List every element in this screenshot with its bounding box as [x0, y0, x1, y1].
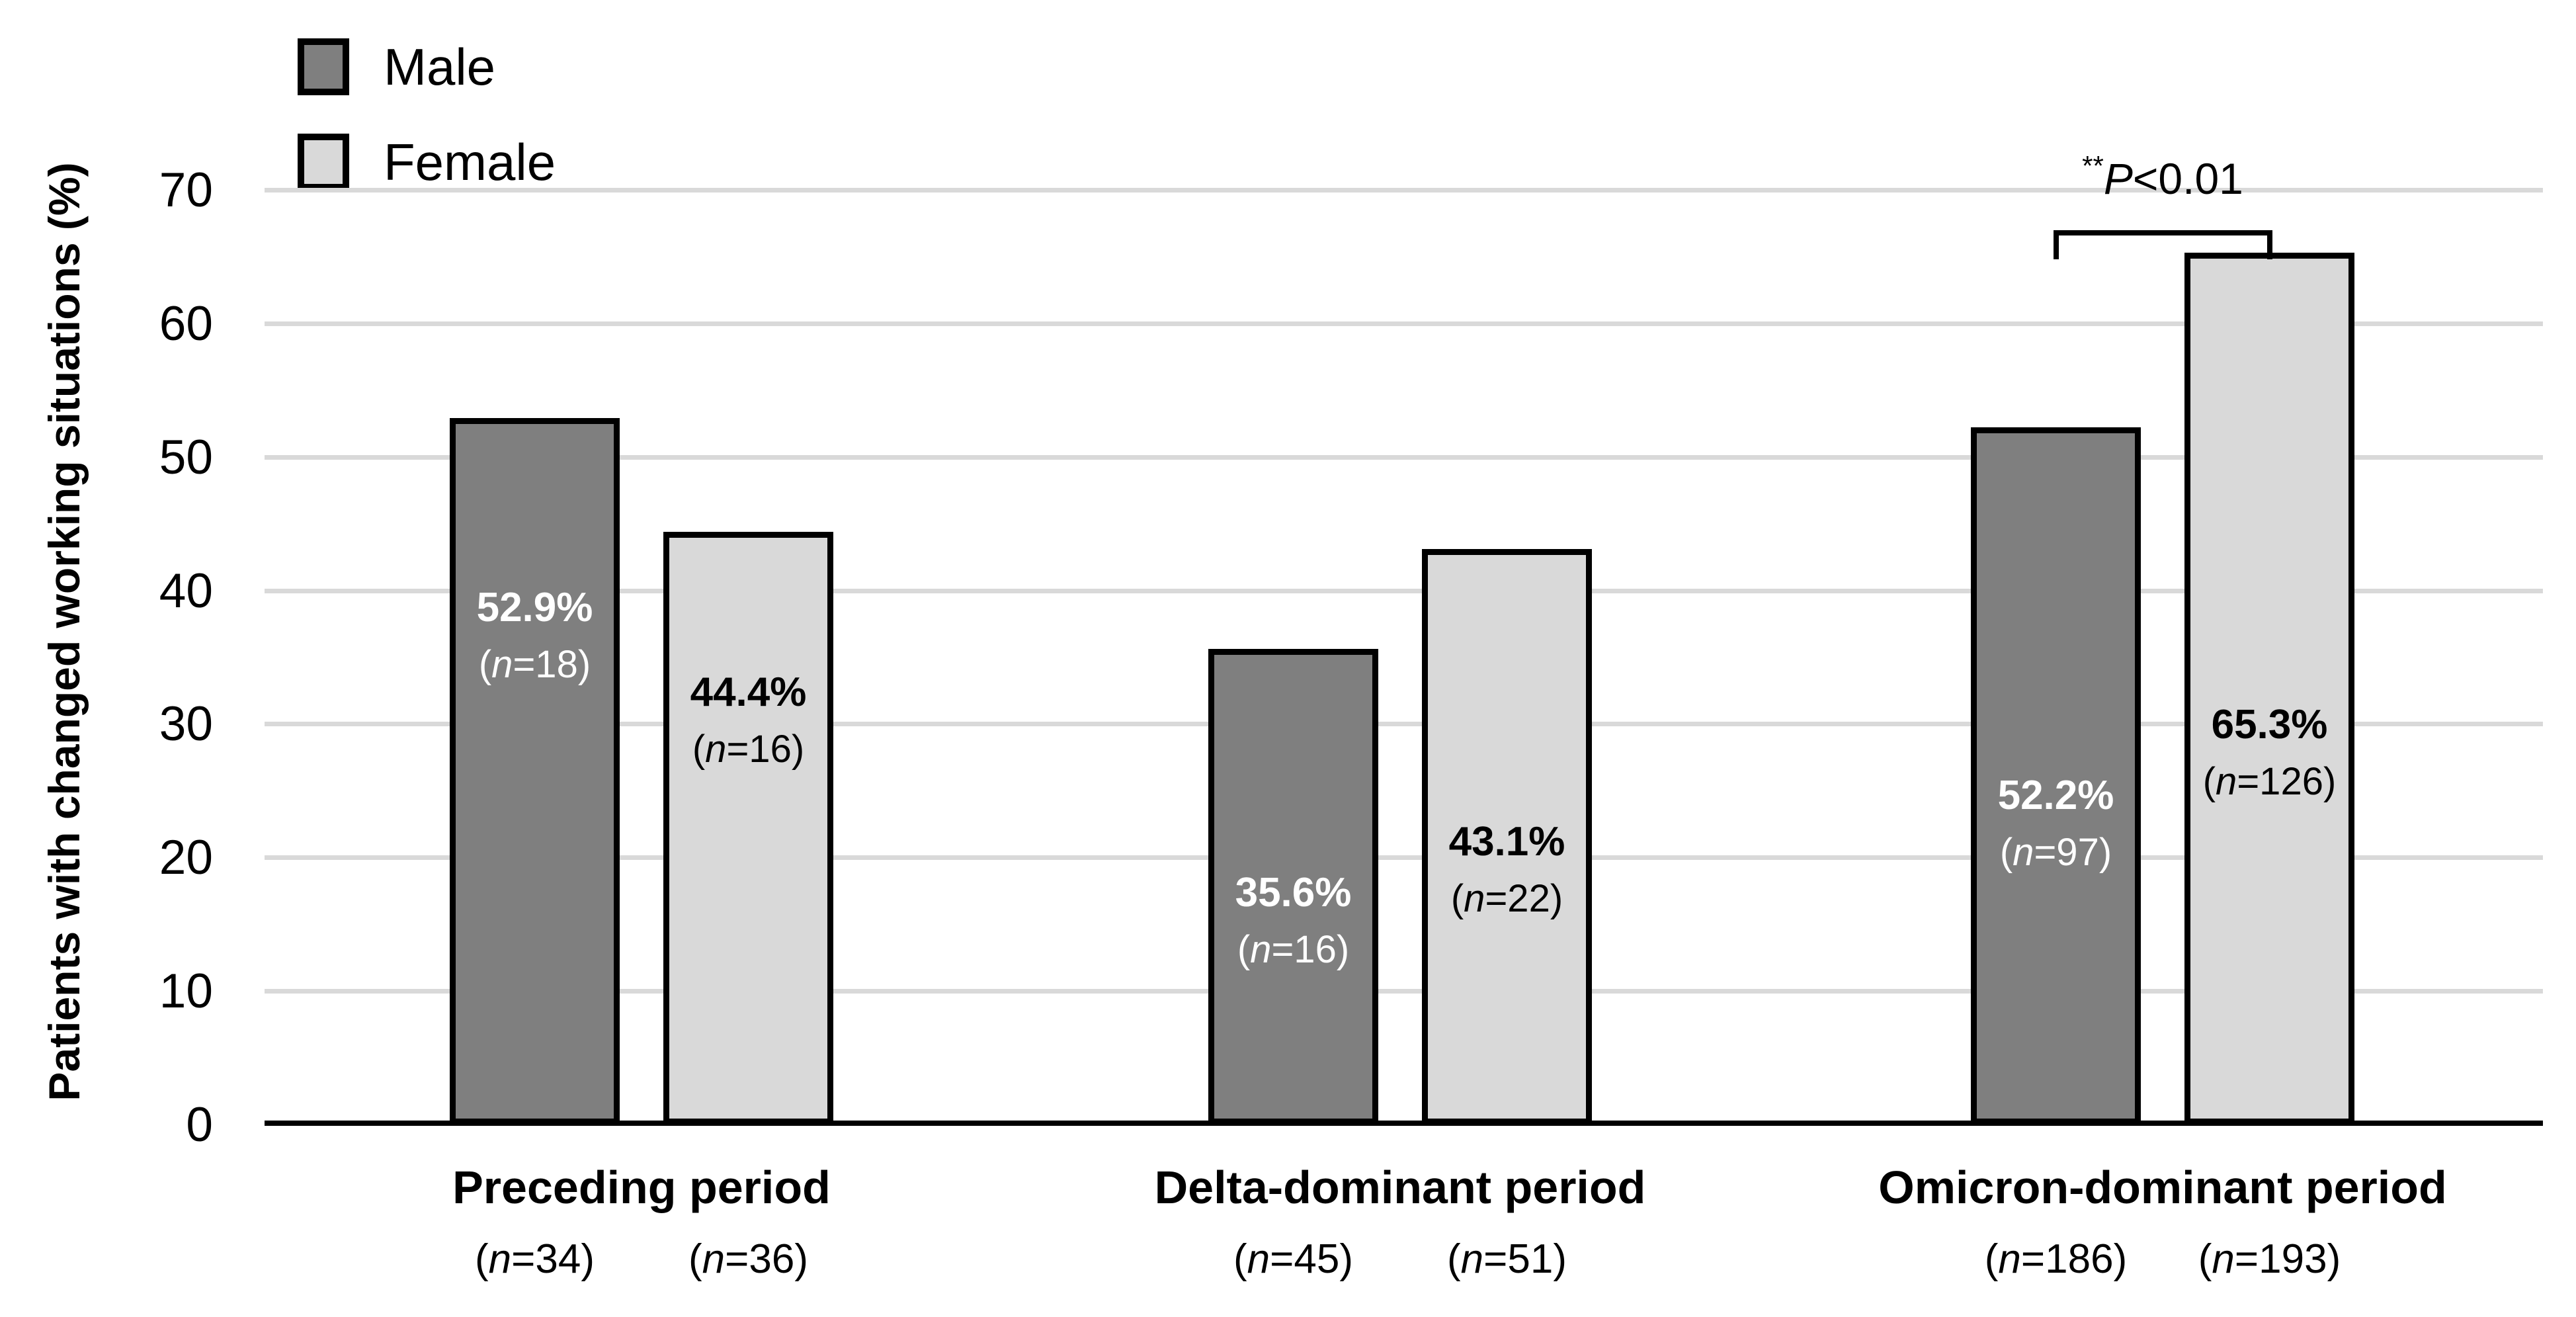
gridline	[265, 588, 2543, 593]
bar-value-label: 35.6%	[1235, 870, 1352, 915]
x-group-label: Preceding period	[452, 1162, 831, 1213]
bar-label-block: 35.6% (n=16)	[1214, 872, 1372, 969]
bar-male: 52.9% (n=18)	[450, 418, 620, 1125]
bar-value-label: 65.3%	[2211, 702, 2328, 747]
legend-label: Male	[384, 38, 496, 96]
legend-item-male: Male	[298, 38, 556, 95]
significance-label: **P<0.01	[2082, 150, 2243, 203]
bar-n-label: (n=126)	[2202, 760, 2337, 803]
y-tick-label: 0	[186, 1098, 213, 1152]
y-tick-label: 10	[159, 964, 213, 1019]
gridline	[265, 188, 2543, 192]
legend-item-female: Female	[298, 134, 556, 191]
bar-male: 52.2% (n=97)	[1971, 427, 2141, 1125]
bar-female: 43.1% (n=22)	[1422, 549, 1592, 1125]
bar-label-block: 52.2% (n=97)	[1977, 775, 2135, 872]
x-group-n-label: (n=45)	[1233, 1236, 1353, 1282]
bar-value-label: 52.2%	[1997, 773, 2114, 818]
bar-label-block: 65.3% (n=126)	[2190, 704, 2348, 801]
y-tick-label: 70	[159, 163, 213, 217]
legend-swatch-female	[298, 134, 349, 191]
x-axis-line	[265, 1121, 2543, 1126]
bar-n-label: (n=16)	[1237, 928, 1350, 971]
legend: Male Female	[298, 38, 556, 191]
x-group-n-label: (n=186)	[1984, 1236, 2128, 1282]
x-group-n-label: (n=34)	[475, 1236, 595, 1282]
bar-n-label: (n=18)	[478, 643, 591, 686]
bar-label-block: 43.1% (n=22)	[1428, 822, 1586, 918]
legend-swatch-male	[298, 38, 349, 95]
bar-n-label: (n=22)	[1450, 877, 1563, 920]
y-tick-label: 20	[159, 831, 213, 885]
bar-label-block: 52.9% (n=18)	[456, 587, 614, 684]
x-group-label: Omicron-dominant period	[1878, 1162, 2447, 1213]
gridline	[265, 989, 2543, 994]
x-group-label: Delta-dominant period	[1154, 1162, 1646, 1213]
bar-label-block: 44.4% (n=16)	[669, 672, 827, 769]
bar-male: 35.6% (n=16)	[1208, 649, 1378, 1125]
x-group-n-label: (n=51)	[1447, 1236, 1567, 1282]
bar-value-label: 43.1%	[1448, 819, 1565, 865]
bar-female: 44.4% (n=16)	[663, 532, 833, 1125]
y-tick-label: 30	[159, 697, 213, 751]
y-tick-label: 50	[159, 430, 213, 484]
x-group-n-label: (n=193)	[2198, 1236, 2341, 1282]
x-group-n-label: (n=36)	[688, 1236, 808, 1282]
bar-n-label: (n=16)	[692, 728, 805, 771]
gridline	[265, 855, 2543, 861]
y-tick-label: 60	[159, 296, 213, 351]
bar-value-label: 44.4%	[690, 669, 807, 715]
gridline	[265, 321, 2543, 326]
bar-value-label: 52.9%	[476, 585, 593, 630]
bar-female: 65.3% (n=126)	[2184, 253, 2354, 1125]
gridline	[265, 722, 2543, 727]
legend-label: Female	[384, 133, 556, 191]
bar-n-label: (n=97)	[1999, 831, 2112, 874]
y-tick-label: 40	[159, 564, 213, 618]
significance-bracket	[2053, 230, 2272, 259]
gridline	[265, 454, 2543, 460]
